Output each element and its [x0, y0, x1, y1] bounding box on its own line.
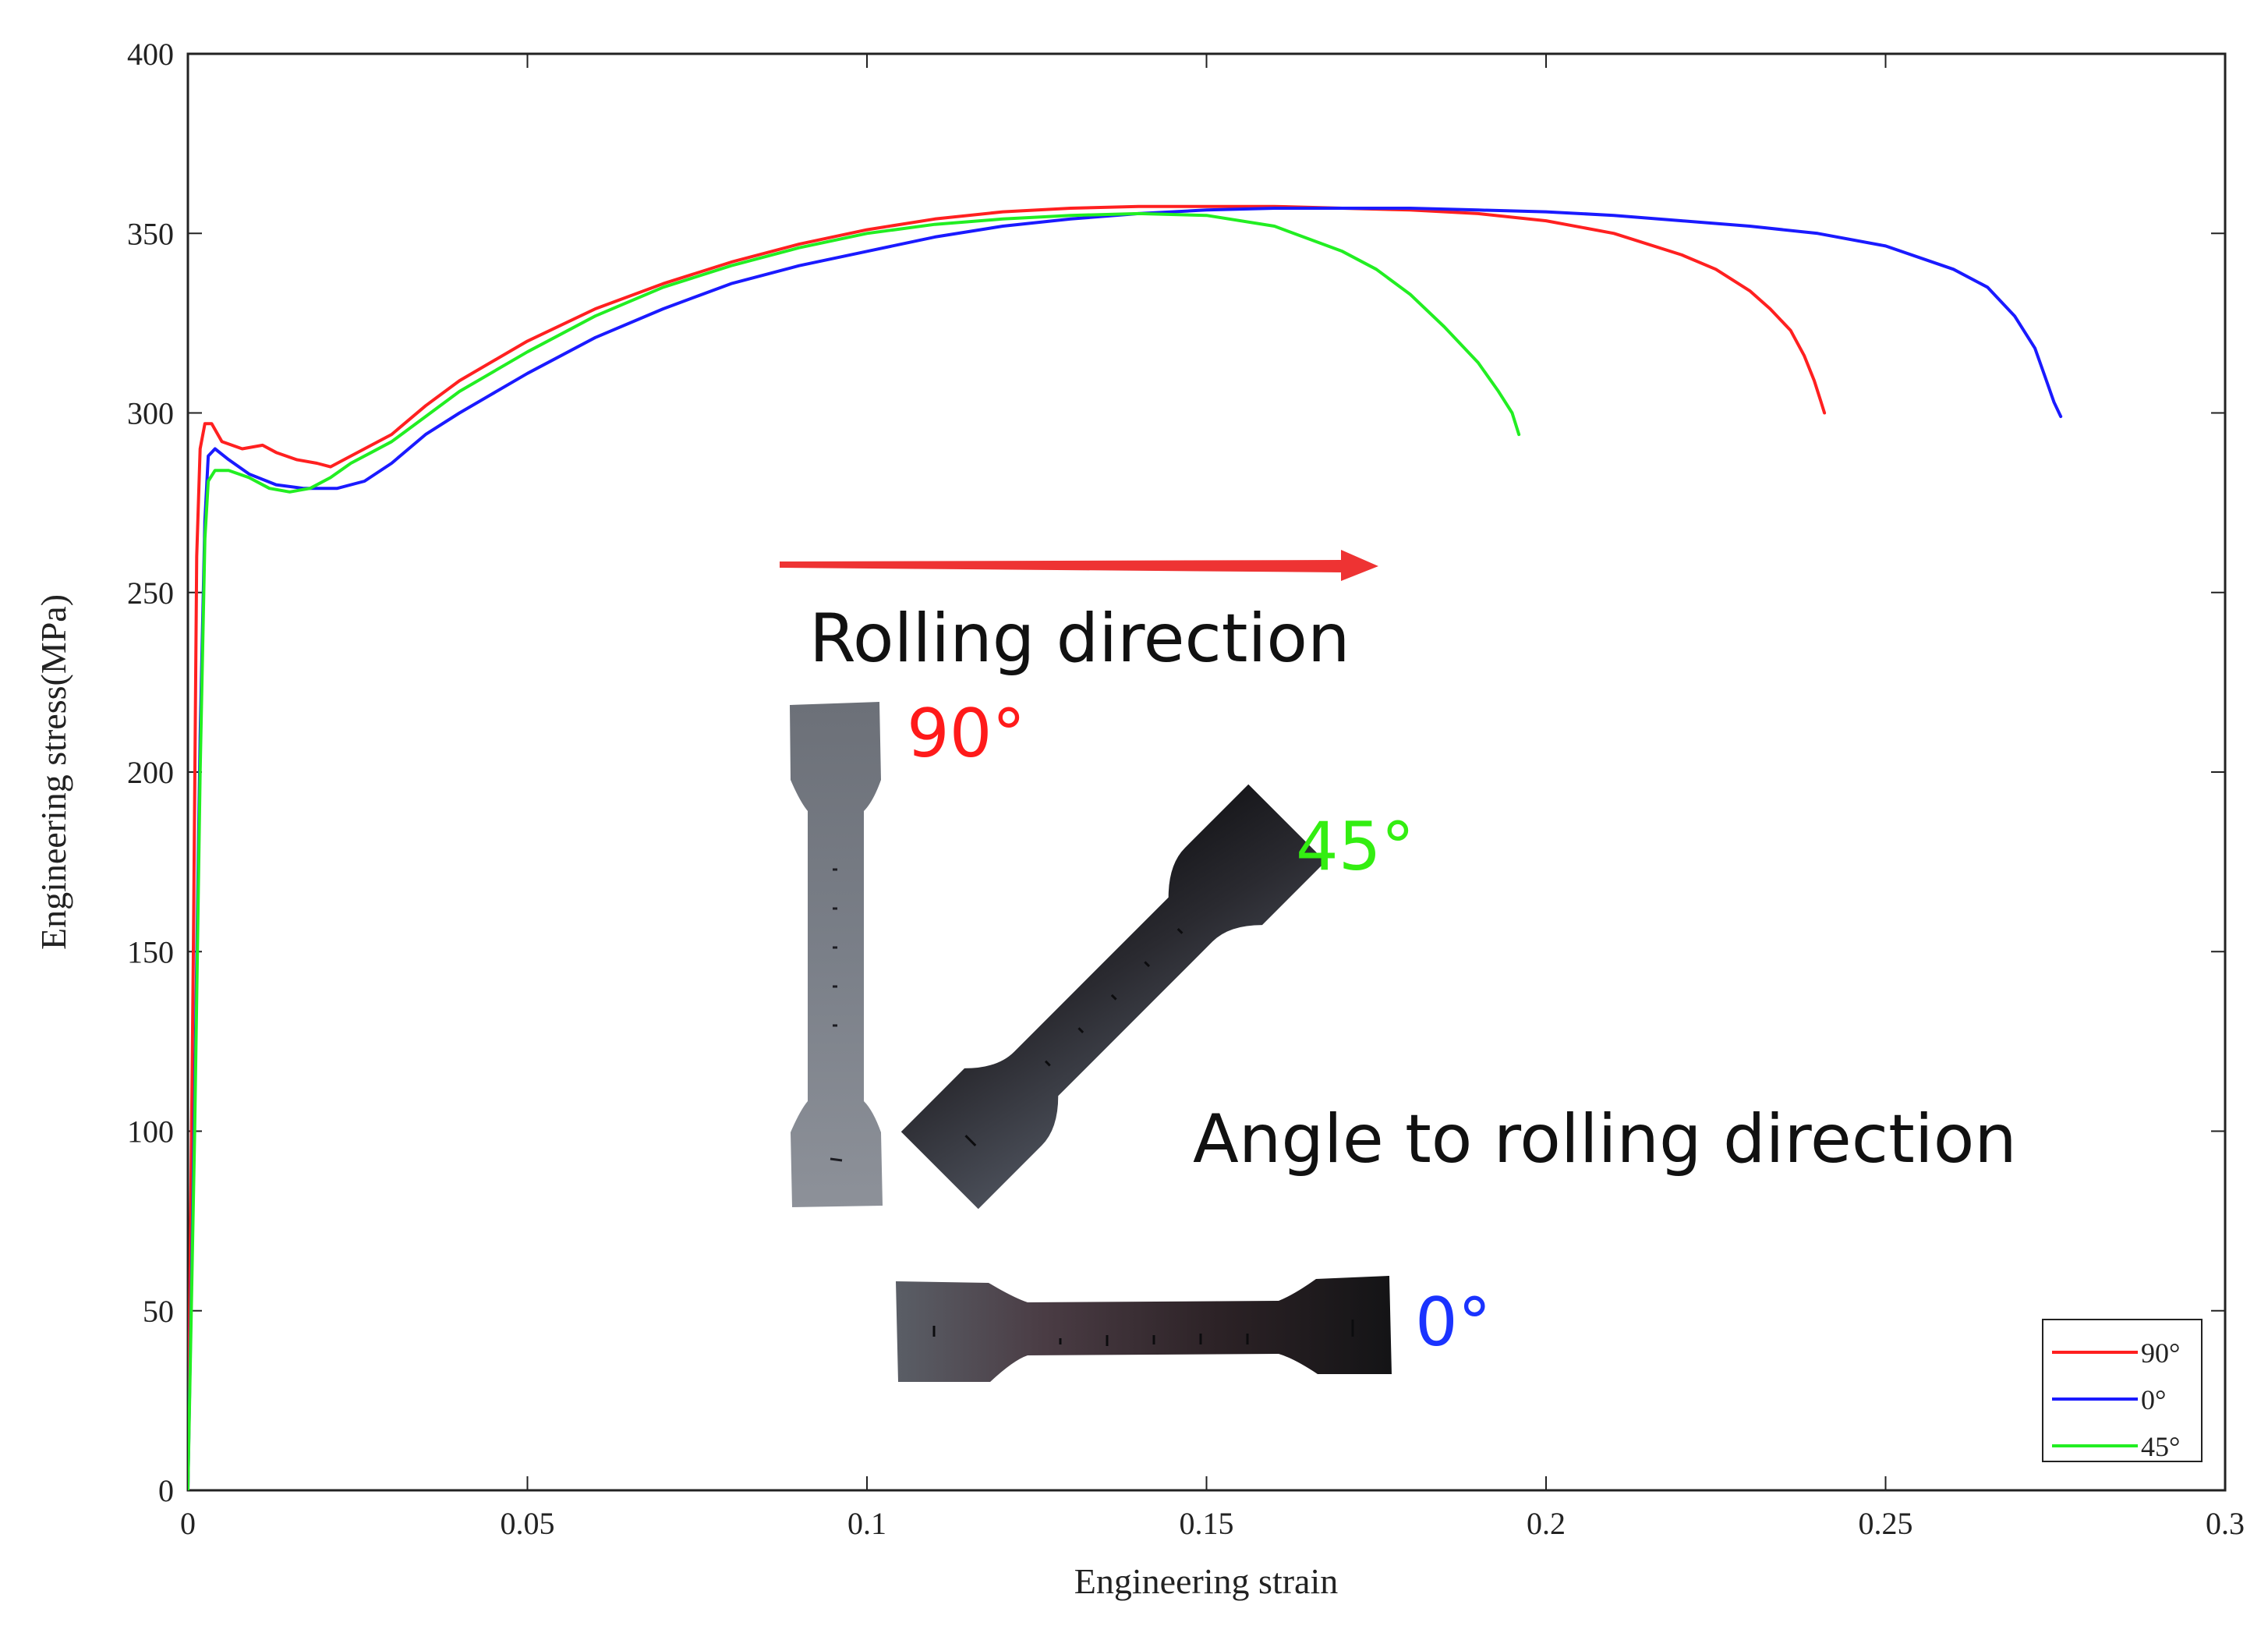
data-series [188, 204, 2063, 1490]
legend: 90° 0° 45° [2042, 1319, 2203, 1462]
rolling-direction-label: Rolling direction [809, 600, 1350, 678]
angle-label-45: 45° [1296, 808, 1414, 886]
x-axis-title: Engineering strain [1074, 1561, 1339, 1601]
x-tick-label: 0.15 [1180, 1506, 1234, 1541]
legend-box [2042, 1319, 2203, 1462]
legend-label: 0° [2141, 1384, 2166, 1415]
series-line-2 [188, 211, 1521, 1490]
angle-to-rolling-direction-label: Angle to rolling direction [1193, 1100, 2017, 1178]
y-tick-label: 50 [143, 1294, 174, 1329]
y-tick-label: 150 [127, 934, 174, 969]
y-tick-label: 400 [127, 37, 174, 72]
x-tick-label: 0.25 [1859, 1506, 1913, 1541]
angle-label-0: 0° [1415, 1284, 1491, 1362]
x-tick-label: 0.3 [2206, 1506, 2245, 1541]
x-tick-label: 0.1 [847, 1506, 886, 1541]
rolling-direction-arrow [780, 550, 1378, 581]
angle-label-90: 90° [907, 695, 1025, 773]
y-tick-label: 200 [127, 755, 174, 790]
specimen-90-degree-photo [790, 702, 883, 1207]
y-tick-label: 250 [127, 576, 174, 611]
x-tick-label: 0 [180, 1506, 196, 1541]
x-tick-label: 0.05 [501, 1506, 555, 1541]
plot-area-frame [186, 52, 2227, 1492]
x-axis-tick-labels: 0 0.05 0.1 0.15 0.2 0.25 0.3 [180, 1506, 2245, 1541]
series-line-1 [188, 207, 2063, 1490]
y-axis-tick-labels: 0 50 100 150 200 250 300 350 400 [127, 37, 174, 1508]
specimen-45-degree-photo [900, 784, 1326, 1210]
series-line-0 [188, 204, 1827, 1490]
y-tick-label: 300 [127, 396, 174, 431]
y-tick-label: 0 [158, 1473, 174, 1508]
specimen-0-degree-photo [896, 1276, 1392, 1382]
y-tick-label: 100 [127, 1114, 174, 1150]
axis-ticks [187, 53, 2226, 1491]
legend-label: 45° [2141, 1431, 2180, 1462]
legend-label: 90° [2141, 1337, 2180, 1369]
y-axis-title: Engineering stress(MPa) [34, 594, 73, 950]
y-tick-label: 350 [127, 216, 174, 251]
x-tick-label: 0.2 [1527, 1506, 1566, 1541]
